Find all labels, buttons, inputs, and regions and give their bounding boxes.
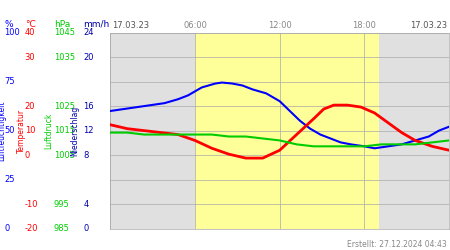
Text: 0: 0 (4, 224, 10, 233)
Text: 4: 4 (83, 200, 89, 209)
Text: Niederschlag: Niederschlag (70, 106, 79, 156)
Text: °C: °C (25, 20, 36, 29)
Text: 0: 0 (25, 151, 30, 160)
Text: 50: 50 (4, 126, 15, 135)
Text: 18:00: 18:00 (352, 21, 376, 30)
Text: 17.03.23: 17.03.23 (112, 21, 149, 30)
Text: 16: 16 (83, 102, 94, 110)
Text: 20: 20 (25, 102, 35, 110)
Text: 20: 20 (83, 52, 94, 62)
Text: 25: 25 (4, 175, 15, 184)
Text: 75: 75 (4, 77, 15, 86)
Text: %: % (4, 20, 13, 29)
Text: 995: 995 (54, 200, 70, 209)
Text: 17.03.23: 17.03.23 (410, 21, 447, 30)
Text: -20: -20 (25, 224, 38, 233)
Text: Erstellt: 27.12.2024 04:43: Erstellt: 27.12.2024 04:43 (347, 240, 447, 249)
Text: 12:00: 12:00 (268, 21, 292, 30)
Text: 985: 985 (54, 224, 70, 233)
Text: 0: 0 (83, 224, 89, 233)
Bar (195, 32, 378, 229)
Text: 24: 24 (83, 28, 94, 37)
Text: 1005: 1005 (54, 151, 75, 160)
Text: -10: -10 (25, 200, 38, 209)
Text: hPa: hPa (54, 20, 70, 29)
Text: 100: 100 (4, 28, 20, 37)
Text: 1025: 1025 (54, 102, 75, 110)
Text: 06:00: 06:00 (183, 21, 207, 30)
Text: 30: 30 (25, 52, 36, 62)
Text: 10: 10 (25, 126, 35, 135)
Text: mm/h: mm/h (83, 20, 109, 29)
Text: 1045: 1045 (54, 28, 75, 37)
Text: Luftdruck: Luftdruck (44, 112, 53, 149)
Text: 40: 40 (25, 28, 35, 37)
Text: 1015: 1015 (54, 126, 75, 135)
Text: Temperatur: Temperatur (17, 108, 26, 153)
Text: 8: 8 (83, 151, 89, 160)
Text: 12: 12 (83, 126, 94, 135)
Text: 1035: 1035 (54, 52, 75, 62)
Text: Luftfeuchtigkeit: Luftfeuchtigkeit (0, 100, 6, 161)
